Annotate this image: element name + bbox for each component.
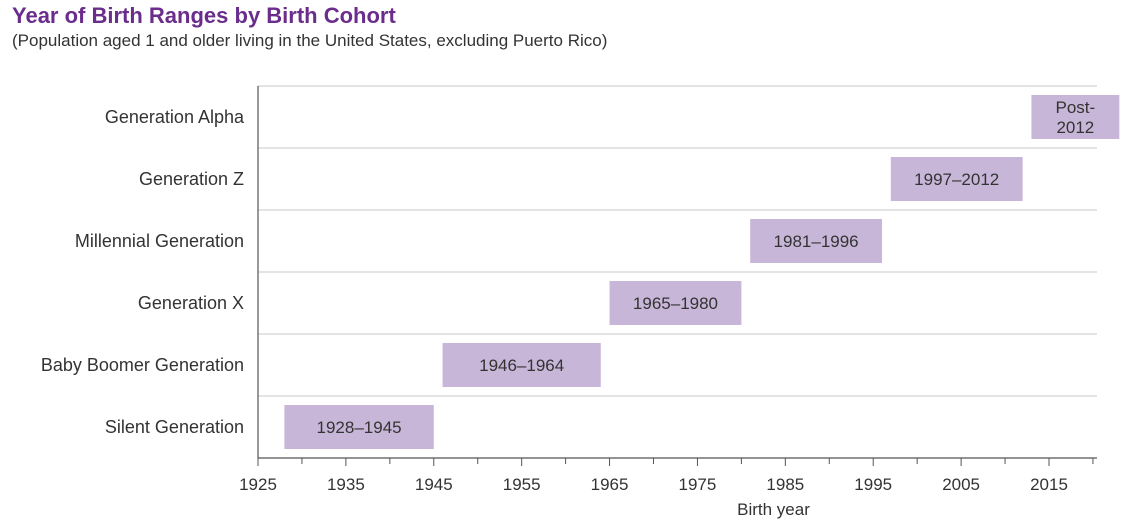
x-tick-label: 1965 [591, 475, 629, 494]
bar-label: 1928–1945 [317, 418, 402, 437]
cohort-bar [890, 157, 1023, 201]
category-label: Millennial Generation [75, 231, 244, 251]
x-tick-label: 1995 [854, 475, 892, 494]
bar-label: Post-2012 [1056, 98, 1096, 137]
category-label: Generation Z [139, 169, 244, 189]
cohort-bar [750, 219, 883, 263]
x-axis-title: Birth year [737, 500, 810, 519]
axes [257, 86, 1097, 466]
x-tick-label: 1925 [239, 475, 277, 494]
category-label: Generation Alpha [105, 107, 245, 127]
x-tick-label: 2005 [942, 475, 980, 494]
category-label: Silent Generation [105, 417, 244, 437]
grid-lines [258, 85, 1097, 397]
x-tick-label: 1955 [503, 475, 541, 494]
category-label: Generation X [138, 293, 244, 313]
bar-label: 1965–1980 [633, 294, 718, 313]
cohort-bar [442, 343, 601, 387]
x-tick-label: 1935 [327, 475, 365, 494]
x-tick-label: 1945 [415, 475, 453, 494]
x-tick-label: 1975 [679, 475, 717, 494]
chart-subtitle: (Population aged 1 and older living in t… [12, 31, 608, 50]
chart-title: Year of Birth Ranges by Birth Cohort [12, 3, 396, 28]
bars [284, 95, 1120, 449]
x-tick-label: 2015 [1030, 475, 1068, 494]
category-label: Baby Boomer Generation [41, 355, 244, 375]
cohort-bar [284, 405, 434, 449]
cohort-bar [1031, 95, 1120, 139]
bar-label: 1946–1964 [479, 356, 564, 375]
x-tick-label: 1985 [766, 475, 804, 494]
cohort-bar [609, 281, 742, 325]
bar-label: 1997–2012 [914, 170, 999, 189]
bar-label: 1981–1996 [774, 232, 859, 251]
labels: 1925 1935 1945 1955 1965 1975 1985 1995 2005 2015… [41, 98, 1095, 494]
